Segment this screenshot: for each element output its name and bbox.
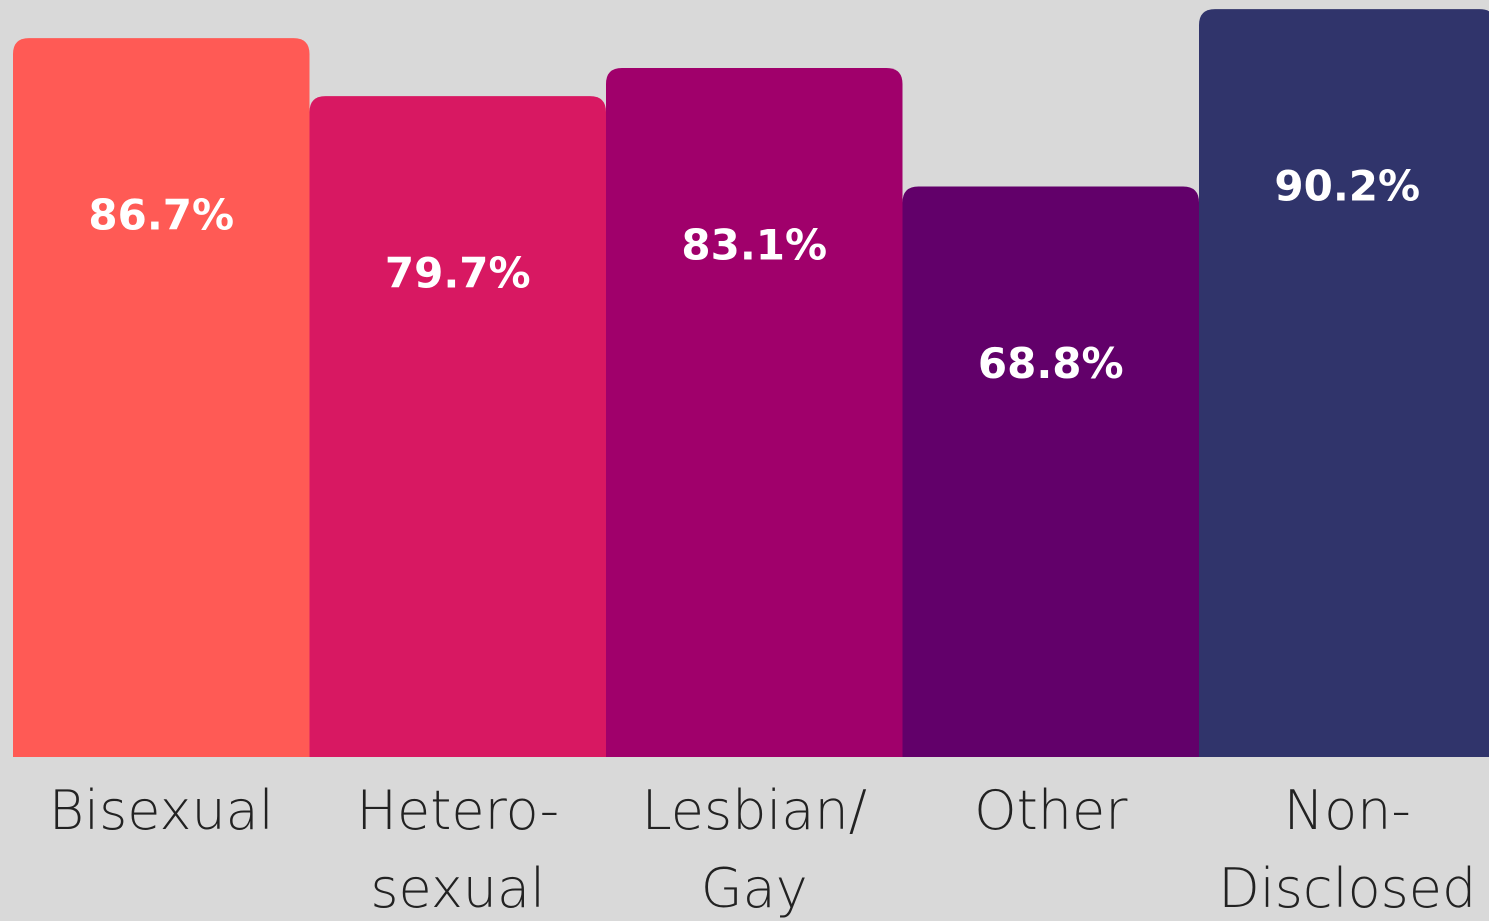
bar [309,96,606,757]
x-tick-label: Hetero- sexual [356,779,560,920]
value-label: 68.8% [978,339,1124,388]
value-label: 79.7% [385,249,531,298]
value-label: 83.1% [681,220,827,269]
bar [902,186,1199,758]
x-tick-label: Bisexual [48,779,274,842]
value-label: 86.7% [88,191,234,240]
x-tick-label: Non- Disclosed [1218,779,1477,920]
bar [606,67,903,758]
bar [13,38,310,757]
x-tick-label: Lesbian/ Gay [641,779,867,920]
value-label: 90.2% [1274,162,1420,211]
x-tick-label: Other [974,779,1128,842]
bar [1199,9,1489,757]
